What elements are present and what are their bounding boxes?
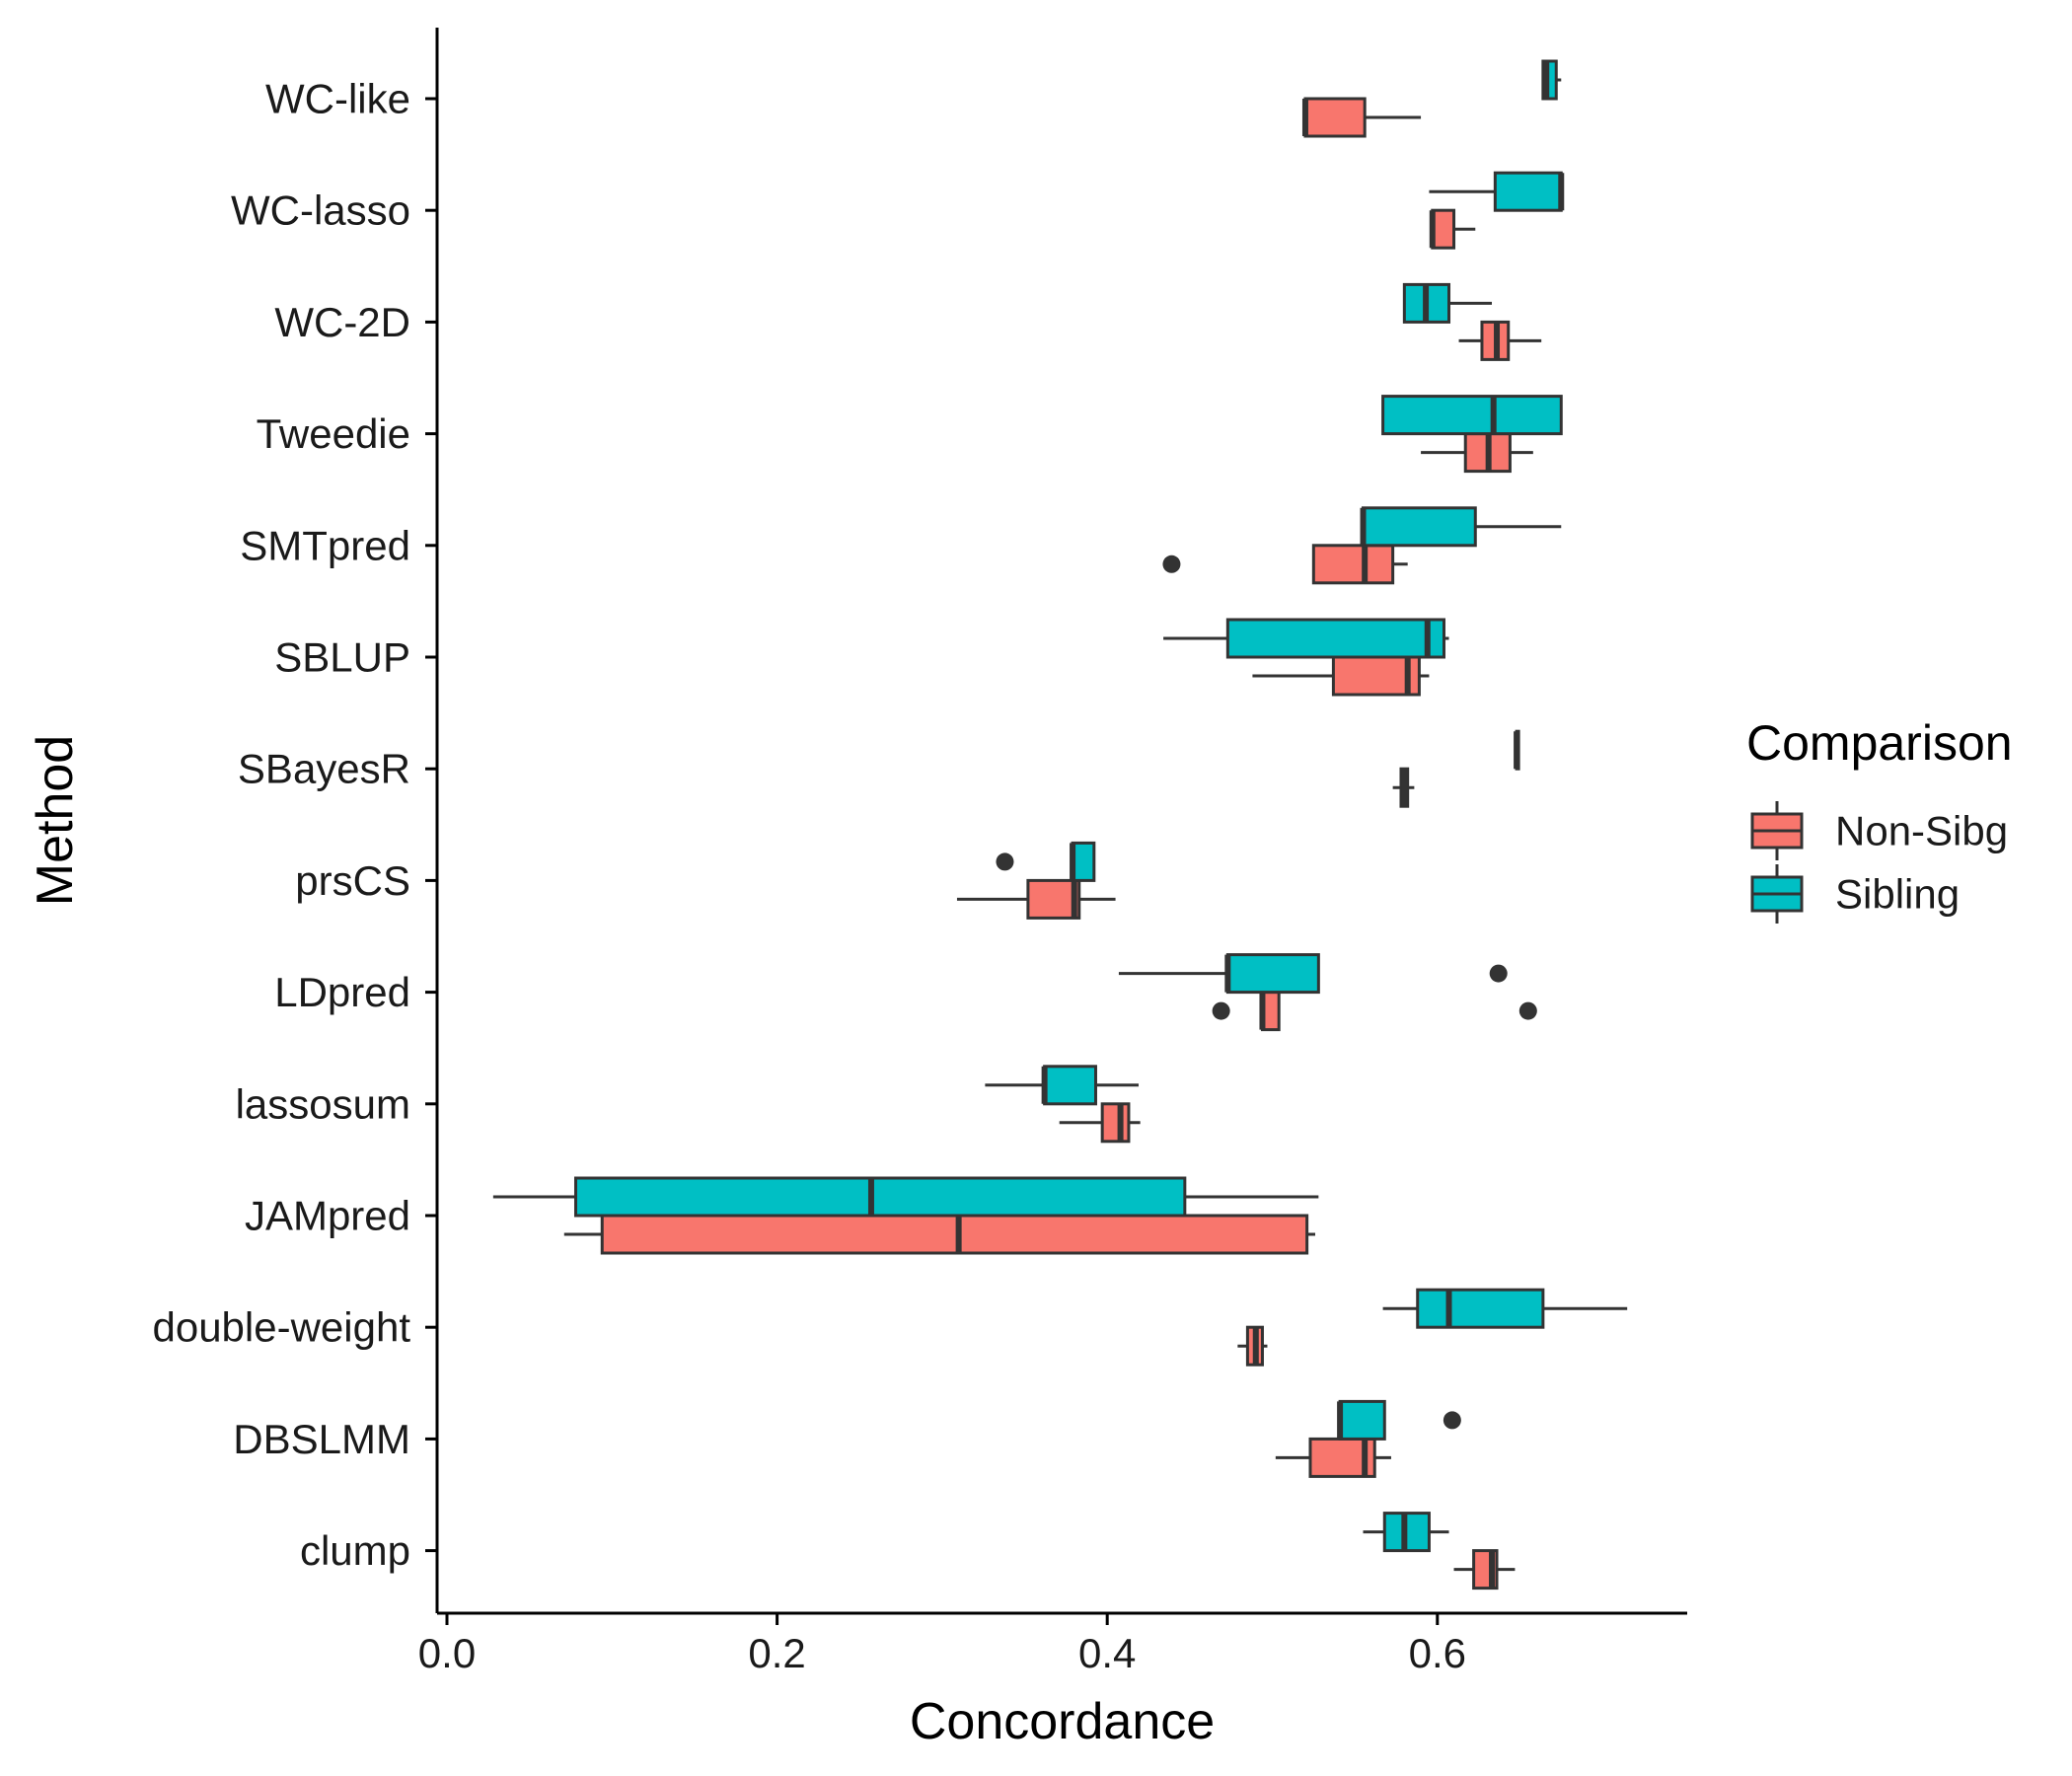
- iqr-box: [1381, 395, 1563, 436]
- box-sibling: [1381, 395, 1563, 436]
- legend-entries: Non-Sibg Sibling: [1750, 801, 2008, 924]
- iqr-box: [1071, 841, 1096, 882]
- box-sibling: [492, 1176, 1319, 1218]
- iqr-box: [1303, 97, 1367, 138]
- outlier-point: [1212, 1001, 1230, 1020]
- outlier-point: [996, 852, 1014, 871]
- box-sibling: [1360, 506, 1562, 548]
- iqr-box: [1493, 171, 1563, 212]
- x-axis-ticks: 0.0 0.2 0.4 0.6: [418, 1613, 1466, 1676]
- y-tick-label: prsCS: [295, 857, 410, 904]
- box-non-sibg: [1429, 208, 1476, 250]
- x-axis-title: Concordance: [910, 1693, 1215, 1750]
- box-sibling: [1429, 171, 1565, 212]
- iqr-box: [1225, 953, 1320, 995]
- box-non-sibg: [563, 1214, 1315, 1255]
- legend-item-sibling: Sibling: [1750, 864, 1960, 924]
- outlier-point: [1443, 1411, 1461, 1430]
- box-non-sibg: [1059, 1102, 1141, 1144]
- y-tick-label: SBayesR: [238, 746, 410, 792]
- legend-item-non-sibg: Non-Sibg: [1750, 801, 2008, 860]
- iqr-box: [1416, 1288, 1545, 1329]
- y-tick-label: Tweedie: [257, 410, 410, 457]
- box-non-sibg: [1458, 320, 1542, 361]
- iqr-box: [1362, 506, 1477, 548]
- box-non-sibg: [1275, 1437, 1391, 1478]
- x-tick-label: 0.4: [1078, 1630, 1136, 1676]
- box-non-sibg: [1162, 544, 1408, 585]
- plot-panel: WC-like WC-lasso WC-2D Tweedie SMTpred SBLUP S…: [152, 28, 1687, 1676]
- y-tick-label: WC-lasso: [231, 187, 410, 234]
- y-tick-label: WC-like: [265, 76, 410, 122]
- box-sibling: [1514, 729, 1520, 771]
- outlier-point: [1489, 964, 1508, 983]
- iqr-box: [1043, 1065, 1097, 1106]
- box-sibling: [985, 1065, 1139, 1106]
- box-non-sibg: [1252, 655, 1430, 697]
- legend-label: Non-Sibg: [1835, 808, 2008, 854]
- box-non-sibg: [1453, 1549, 1516, 1591]
- x-tick-label: 0.2: [748, 1630, 805, 1676]
- iqr-box: [1338, 1399, 1386, 1441]
- iqr-box: [1100, 1102, 1131, 1144]
- box-non-sibg: [1392, 767, 1415, 808]
- iqr-box: [600, 1214, 1309, 1255]
- box-sibling: [1382, 1288, 1628, 1329]
- x-tick-label: 0.0: [418, 1630, 476, 1676]
- y-tick-label: clump: [300, 1527, 410, 1574]
- y-tick-label: SMTpred: [240, 522, 410, 568]
- box-sibling: [1402, 282, 1493, 324]
- iqr-box: [573, 1176, 1187, 1218]
- box-sibling: [1118, 953, 1508, 995]
- iqr-box: [1431, 208, 1456, 250]
- y-tick-label: DBSLMM: [233, 1416, 410, 1462]
- box-sibling: [1363, 1512, 1449, 1553]
- boxes-layer: [492, 59, 1628, 1591]
- box-non-sibg: [1421, 432, 1533, 474]
- y-tick-label: double-weight: [152, 1304, 410, 1351]
- legend: Comparison Non-Sibg Sibling: [1746, 715, 2013, 924]
- box-sibling: [1541, 59, 1562, 101]
- box-non-sibg: [1212, 991, 1537, 1032]
- y-tick-label: JAMpred: [245, 1193, 410, 1239]
- iqr-box: [1311, 544, 1395, 585]
- box-sibling: [1163, 618, 1449, 659]
- box-sibling: [1337, 1399, 1461, 1441]
- box-non-sibg: [1301, 97, 1422, 138]
- box-sibling: [996, 841, 1096, 882]
- outlier-point: [1162, 555, 1181, 573]
- legend-title: Comparison: [1746, 715, 2013, 771]
- x-tick-label: 0.6: [1409, 1630, 1466, 1676]
- outlier-point: [1518, 1001, 1537, 1020]
- iqr-box: [1225, 618, 1445, 659]
- iqr-box: [1026, 878, 1081, 920]
- y-tick-label: SBLUP: [274, 634, 410, 681]
- y-tick-label: WC-2D: [274, 299, 410, 345]
- box-non-sibg: [956, 878, 1116, 920]
- y-axis-title: Method: [27, 735, 84, 906]
- y-tick-label: lassosum: [236, 1080, 410, 1127]
- box-non-sibg: [1237, 1325, 1268, 1367]
- legend-label: Sibling: [1835, 871, 1960, 918]
- y-tick-label: LDpred: [274, 969, 410, 1015]
- y-axis-ticks: WC-like WC-lasso WC-2D Tweedie SMTpred SBLUP S…: [152, 76, 437, 1574]
